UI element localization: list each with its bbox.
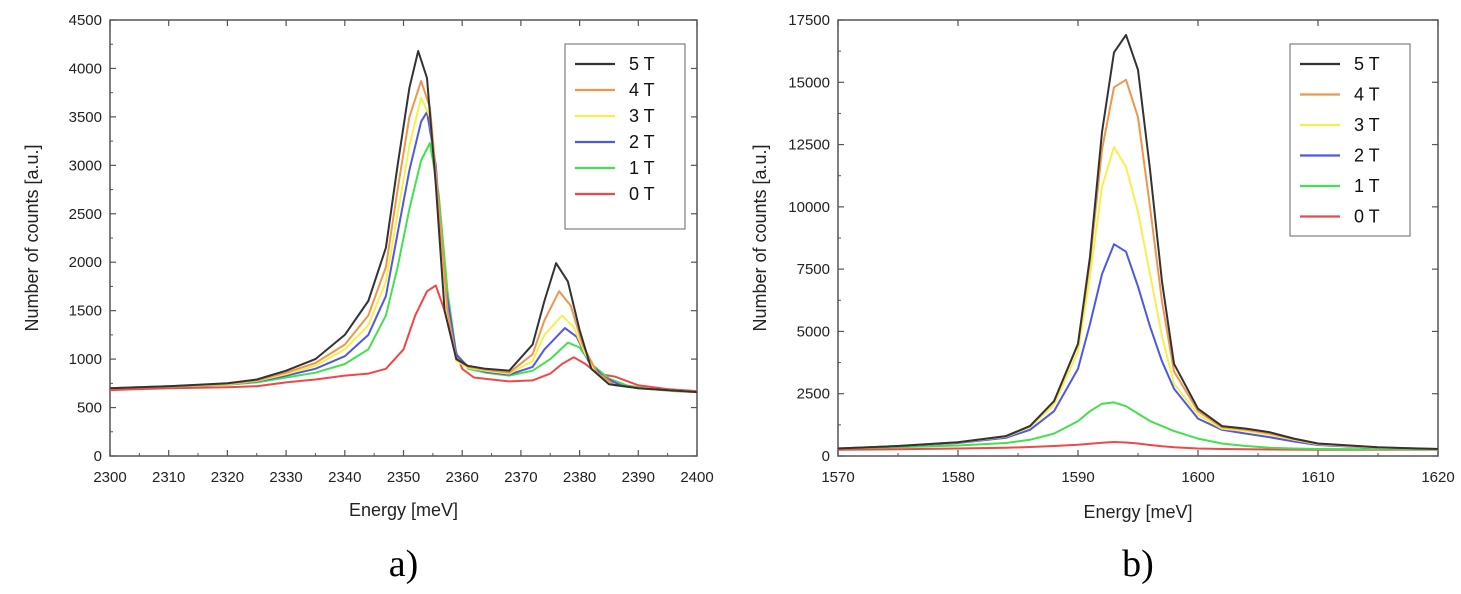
y-tick-label: 2500 xyxy=(69,206,102,223)
y-tick-label: 7500 xyxy=(797,261,830,278)
y-tick-label: 15000 xyxy=(788,74,830,91)
y-tick-label: 2000 xyxy=(69,254,102,271)
y-tick-label: 0 xyxy=(94,448,102,465)
x-tick-label: 2370 xyxy=(504,469,537,486)
x-tick-label: 1590 xyxy=(1061,469,1094,486)
series-line-1t xyxy=(109,142,698,394)
series-line-5t xyxy=(837,33,1439,450)
y-tick-label: 3000 xyxy=(69,157,102,174)
x-tick-label: 2390 xyxy=(622,469,655,486)
x-axis-title: Energy [meV] xyxy=(1083,502,1192,522)
y-tick-label: 17500 xyxy=(788,12,830,29)
legend-label: 1 T xyxy=(629,158,655,178)
series-line-1t xyxy=(837,401,1439,451)
x-tick-label: 1610 xyxy=(1301,469,1334,486)
series-line-2t xyxy=(837,243,1439,450)
legend-label: 0 T xyxy=(629,184,655,204)
legend-label: 3 T xyxy=(1354,115,1380,135)
series-line-5t xyxy=(109,50,698,394)
x-tick-label: 2350 xyxy=(387,469,420,486)
legend-label: 4 T xyxy=(629,80,655,100)
legend-label: 3 T xyxy=(629,106,655,126)
y-axis-title: Number of counts [a.u.] xyxy=(22,144,42,331)
legend-label: 2 T xyxy=(1354,146,1380,166)
legend-label: 4 T xyxy=(1354,85,1380,105)
x-tick-label: 2330 xyxy=(269,469,302,486)
y-tick-label: 3500 xyxy=(69,109,102,126)
x-tick-label: 2360 xyxy=(446,469,479,486)
x-tick-label: 2400 xyxy=(680,469,713,486)
x-tick-label: 1620 xyxy=(1421,469,1454,486)
x-tick-label: 2300 xyxy=(93,469,126,486)
y-tick-label: 1000 xyxy=(69,351,102,368)
y-tick-label: 0 xyxy=(822,448,830,465)
panel-label: b) xyxy=(1122,543,1154,585)
y-tick-label: 4500 xyxy=(69,12,102,29)
legend-label: 1 T xyxy=(1354,176,1380,196)
legend-label: 5 T xyxy=(629,54,655,74)
legend-box xyxy=(564,43,686,230)
x-tick-label: 1580 xyxy=(941,469,974,486)
y-tick-label: 10000 xyxy=(788,199,830,216)
chart-panel-b: 1570 1580 1590 1600 1610 1620 0 2500 5000 7500 100… xyxy=(750,12,1455,585)
legend-label: 0 T xyxy=(1354,207,1380,227)
y-tick-label: 12500 xyxy=(788,137,830,154)
x-tick-label: 1600 xyxy=(1181,469,1214,486)
y-axis-title: Number of counts [a.u.] xyxy=(750,144,770,331)
x-tick-label: 1570 xyxy=(821,469,854,486)
x-tick-label: 2340 xyxy=(328,469,361,486)
x-axis-title: Energy [meV] xyxy=(349,500,458,520)
series-line-0t xyxy=(109,284,698,393)
legend-box xyxy=(1289,43,1411,237)
chart-panel-a: 2300 2310 2320 2330 2340 2350 2360 2370 2380 2390… xyxy=(22,12,714,585)
legend: 5 T 4 T 3 T 2 T 1 T 0 T xyxy=(564,43,686,230)
x-tick-label: 2310 xyxy=(152,469,185,486)
y-tick-label: 1500 xyxy=(69,303,102,320)
y-tick-label: 4000 xyxy=(69,60,102,77)
legend-label: 5 T xyxy=(1354,54,1380,74)
y-tick-label: 500 xyxy=(77,400,102,417)
series-line-0t xyxy=(837,441,1438,451)
y-tick-label: 5000 xyxy=(797,323,830,340)
legend-label: 2 T xyxy=(629,132,655,152)
x-tick-label: 2380 xyxy=(563,469,596,486)
y-tick-label: 2500 xyxy=(797,386,830,403)
x-tick-label: 2320 xyxy=(211,469,244,486)
panel-label: a) xyxy=(389,543,419,585)
legend: 5 T 4 T 3 T 2 T 1 T 0 T xyxy=(1289,43,1411,237)
